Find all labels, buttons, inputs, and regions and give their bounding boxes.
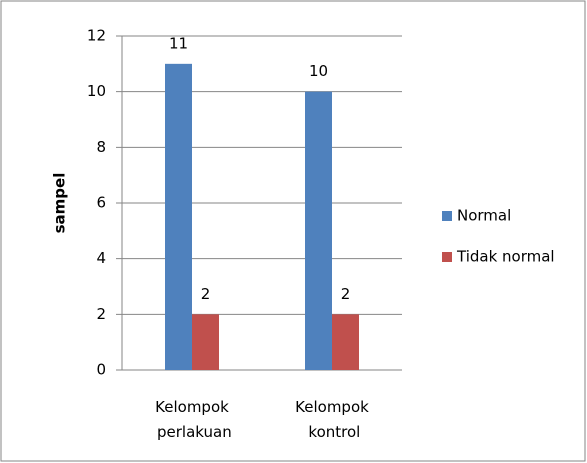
y-tick-label: 2 (96, 305, 106, 323)
y-tick-label: 0 (96, 361, 106, 379)
bar (305, 91, 332, 371)
legend-swatch (442, 252, 452, 262)
bar (192, 314, 219, 370)
y-tick-label: 12 (87, 27, 106, 45)
legend-label: Tidak normal (456, 248, 555, 266)
y-axis-label: sampel (51, 173, 69, 234)
y-tick-label: 4 (96, 249, 106, 267)
bar (165, 63, 192, 370)
legend-label: Normal (457, 207, 511, 225)
x-tick-label: Kelompok perlakuan (152, 398, 231, 441)
y-tick-label: 10 (87, 82, 106, 100)
y-tick-label: 8 (96, 138, 106, 156)
x-tick-label: Kelompok kontrol (295, 398, 369, 441)
legend-swatch (442, 211, 452, 221)
data-label: 2 (201, 285, 211, 303)
data-label: 2 (341, 285, 351, 303)
data-label: 10 (309, 62, 328, 80)
bar (332, 314, 359, 370)
y-tick-label: 6 (96, 194, 106, 212)
data-label: 11 (169, 34, 188, 52)
